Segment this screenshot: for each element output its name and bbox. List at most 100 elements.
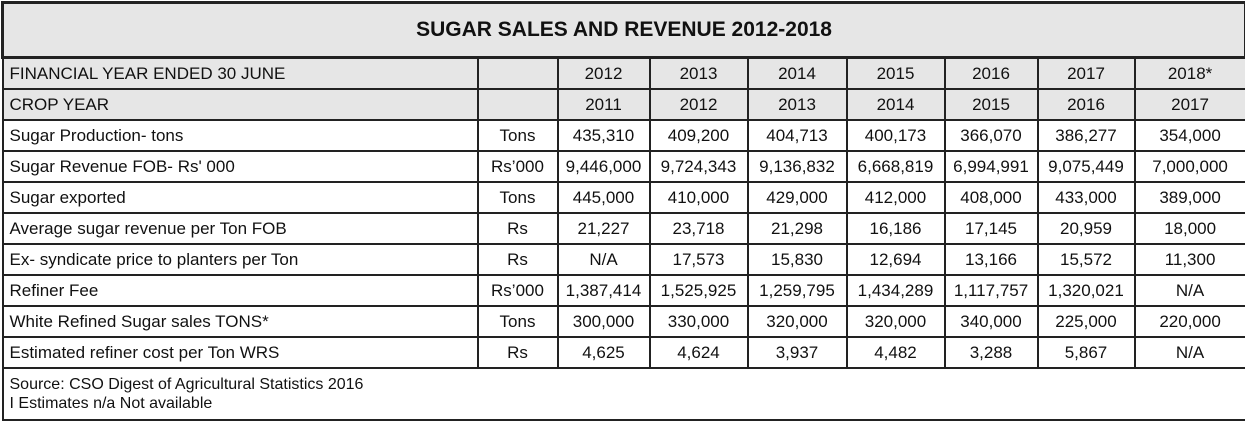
table-cell: 408,000 [945, 182, 1038, 213]
table-cell: 366,070 [945, 120, 1038, 151]
table-cell: 17,573 [650, 244, 748, 275]
table-cell: 409,200 [650, 120, 748, 151]
table-cell: 400,173 [847, 120, 945, 151]
table-cell: 2017 [1135, 89, 1245, 120]
row-unit: Rs [478, 244, 558, 275]
table-cell: 412,000 [847, 182, 945, 213]
table-cell: 404,713 [748, 120, 847, 151]
table-cell: 1,434,289 [847, 275, 945, 306]
table-cell: 386,277 [1038, 120, 1135, 151]
table-cell: 17,145 [945, 213, 1038, 244]
table-cell: 2013 [748, 89, 847, 120]
table-cell: 2016 [945, 58, 1038, 90]
title-row: SUGAR SALES AND REVENUE 2012-2018 [3, 3, 1245, 58]
table-cell: 9,136,832 [748, 151, 847, 182]
table-cell: N/A [558, 244, 650, 275]
row-label: Average sugar revenue per Ton FOB [3, 213, 478, 244]
sugar-sales-table: SUGAR SALES AND REVENUE 2012-2018 FINANC… [1, 1, 1245, 421]
table-cell: 3,937 [748, 337, 847, 368]
table-cell: 354,000 [1135, 120, 1245, 151]
table-cell: 9,075,449 [1038, 151, 1135, 182]
row-unit [478, 89, 558, 120]
table-cell: N/A [1135, 337, 1245, 368]
table-cell: 340,000 [945, 306, 1038, 337]
table-cell: 433,000 [1038, 182, 1135, 213]
table-cell: 435,310 [558, 120, 650, 151]
table-cell: 2017 [1038, 58, 1135, 90]
table-cell: 6,994,991 [945, 151, 1038, 182]
table-title: SUGAR SALES AND REVENUE 2012-2018 [3, 3, 1245, 58]
table-cell: 2014 [847, 89, 945, 120]
table-cell: 4,482 [847, 337, 945, 368]
row-unit: Rs’000 [478, 151, 558, 182]
table-cell: 23,718 [650, 213, 748, 244]
table-cell: 20,959 [1038, 213, 1135, 244]
table-cell: 1,525,925 [650, 275, 748, 306]
table-cell: 2011 [558, 89, 650, 120]
table-cell: 3,288 [945, 337, 1038, 368]
table-cell: 2016 [1038, 89, 1135, 120]
table-cell: 2015 [945, 89, 1038, 120]
table-cell: 1,259,795 [748, 275, 847, 306]
table-cell: 21,227 [558, 213, 650, 244]
table-cell: 6,668,819 [847, 151, 945, 182]
row-label: Estimated refiner cost per Ton WRS [3, 337, 478, 368]
row-label: Ex- syndicate price to planters per Ton [3, 244, 478, 275]
table-cell: 13,166 [945, 244, 1038, 275]
row-unit: Rs [478, 337, 558, 368]
table-cell: 2018* [1135, 58, 1245, 90]
table-cell: 9,446,000 [558, 151, 650, 182]
table-cell: 445,000 [558, 182, 650, 213]
table-cell: 1,117,757 [945, 275, 1038, 306]
row-unit: Rs’000 [478, 275, 558, 306]
table-cell: 18,000 [1135, 213, 1245, 244]
table-cell: 16,186 [847, 213, 945, 244]
table-cell: 2012 [558, 58, 650, 90]
footer-row: Source: CSO Digest of Agricultural Stati… [3, 368, 1245, 420]
row-label: White Refined Sugar sales TONS* [3, 306, 478, 337]
table-cell: 2013 [650, 58, 748, 90]
table-cell: 12,694 [847, 244, 945, 275]
table-cell: 1,387,414 [558, 275, 650, 306]
table-cell: 320,000 [847, 306, 945, 337]
table-cell: 2015 [847, 58, 945, 90]
table-cell: 4,624 [650, 337, 748, 368]
footer-note: I Estimates n/a Not available [10, 394, 1239, 413]
table-cell: 330,000 [650, 306, 748, 337]
row-unit [478, 58, 558, 90]
table-cell: 15,572 [1038, 244, 1135, 275]
table-cell: 4,625 [558, 337, 650, 368]
table-cell: 1,320,021 [1038, 275, 1135, 306]
table-cell: N/A [1135, 275, 1245, 306]
table-cell: 2014 [748, 58, 847, 90]
row-label: Refiner Fee [3, 275, 478, 306]
table-cell: 15,830 [748, 244, 847, 275]
table-cell: 5,867 [1038, 337, 1135, 368]
row-label: FINANCIAL YEAR ENDED 30 JUNE [3, 58, 478, 90]
table-cell: 429,000 [748, 182, 847, 213]
table-cell: 7,000,000 [1135, 151, 1245, 182]
row-unit: Tons [478, 182, 558, 213]
table-cell: 320,000 [748, 306, 847, 337]
table-cell: 220,000 [1135, 306, 1245, 337]
table-cell: 300,000 [558, 306, 650, 337]
row-label: Sugar Revenue FOB- Rs' 000 [3, 151, 478, 182]
table-cell: 225,000 [1038, 306, 1135, 337]
footer-notes: Source: CSO Digest of Agricultural Stati… [3, 368, 1245, 420]
table-cell: 410,000 [650, 182, 748, 213]
row-label: Sugar Production- tons [3, 120, 478, 151]
table-cell: 9,724,343 [650, 151, 748, 182]
row-label: CROP YEAR [3, 89, 478, 120]
table-cell: 2012 [650, 89, 748, 120]
table-cell: 389,000 [1135, 182, 1245, 213]
